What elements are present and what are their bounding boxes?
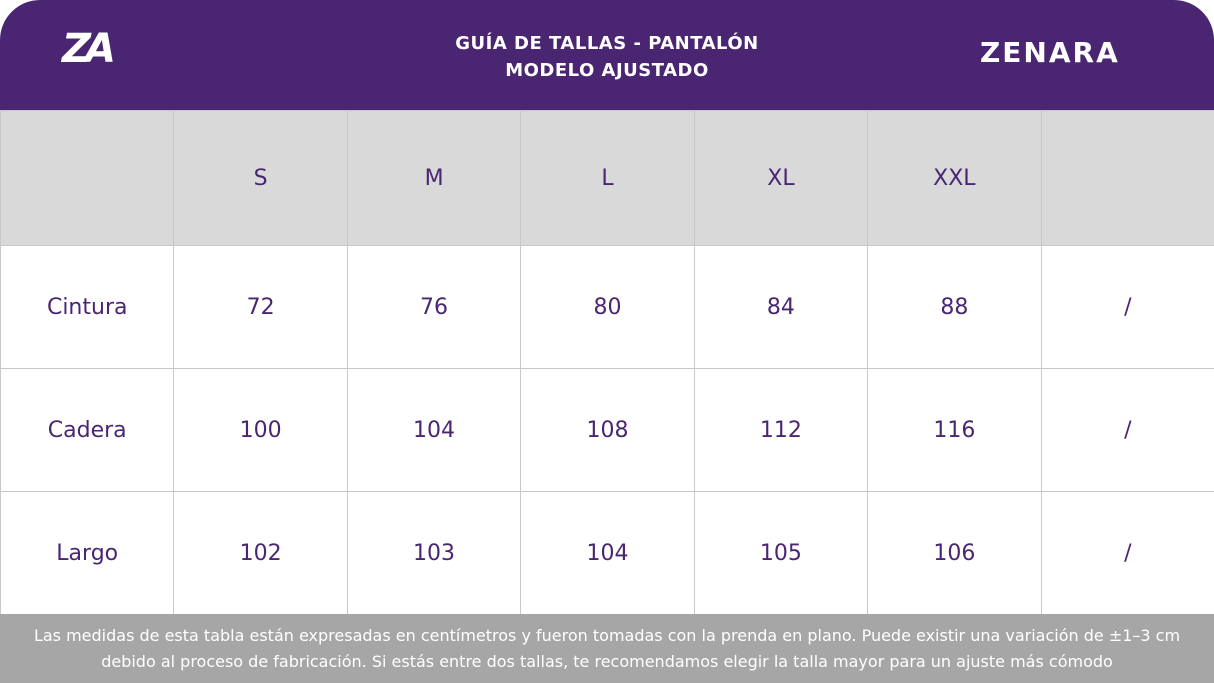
footer-note: Las medidas de esta tabla están expresad… — [0, 614, 1214, 683]
extra-cell: / — [1040, 491, 1214, 615]
measure-cell: 76 — [346, 245, 522, 369]
note-line: debido al proceso de fabricación. Si est… — [101, 652, 1113, 671]
size-header: XXL — [867, 110, 1042, 246]
measure-cell: 88 — [867, 245, 1042, 369]
measure-cell: 80 — [520, 245, 695, 369]
measure-cell: 104 — [346, 368, 522, 492]
measure-cell: 116 — [867, 368, 1042, 492]
row-label: Cintura — [0, 245, 175, 369]
extra-cell: / — [1040, 368, 1214, 492]
measure-cell: 106 — [867, 491, 1042, 615]
measure-cell: 112 — [693, 368, 869, 492]
measure-cell: 72 — [173, 245, 348, 369]
logo: ZA — [62, 26, 116, 72]
header-cell — [1040, 110, 1214, 246]
extra-cell: / — [1040, 245, 1214, 369]
measure-cell: 84 — [693, 245, 869, 369]
size-table: S M L XL XXL Cintura 72 76 80 84 88/Cadera 100 104 10… — [0, 110, 1214, 615]
size-header: XL — [693, 110, 869, 246]
title: GUÍA DE TALLAS - PANTALÓN MODELO AJUSTAD… — [0, 30, 1214, 84]
header-cell — [0, 110, 175, 246]
title-line: MODELO AJUSTADO — [505, 60, 709, 81]
measure-cell: 100 — [173, 368, 348, 492]
row-label: Largo — [0, 491, 175, 615]
size-header: S — [173, 110, 348, 246]
title-line: GUÍA DE TALLAS - PANTALÓN — [455, 33, 759, 54]
brand: ZENARA — [980, 36, 1120, 69]
row-label: Cadera — [0, 368, 175, 492]
measure-cell: 102 — [173, 491, 348, 615]
measure-cell: 105 — [693, 491, 869, 615]
note-line: Las medidas de esta tabla están expresad… — [33, 626, 1181, 645]
header: ZA GUÍA DE TALLAS - PANTALÓN MODELO AJUS… — [0, 0, 1214, 110]
size-header: L — [520, 110, 695, 246]
measure-cell: 104 — [520, 491, 695, 615]
measure-cell: 103 — [346, 491, 522, 615]
size-header: M — [346, 110, 522, 246]
measure-cell: 108 — [520, 368, 695, 492]
